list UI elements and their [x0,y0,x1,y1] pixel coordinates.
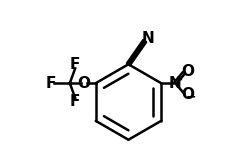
Text: O: O [181,87,194,102]
Text: O: O [77,76,90,91]
Text: O: O [181,64,194,79]
Text: F: F [70,94,80,109]
Text: F: F [70,57,80,72]
Text: −: − [186,90,196,103]
Text: F: F [45,76,56,91]
Text: +: + [174,75,183,85]
Text: N: N [169,76,182,91]
Text: N: N [142,31,154,46]
